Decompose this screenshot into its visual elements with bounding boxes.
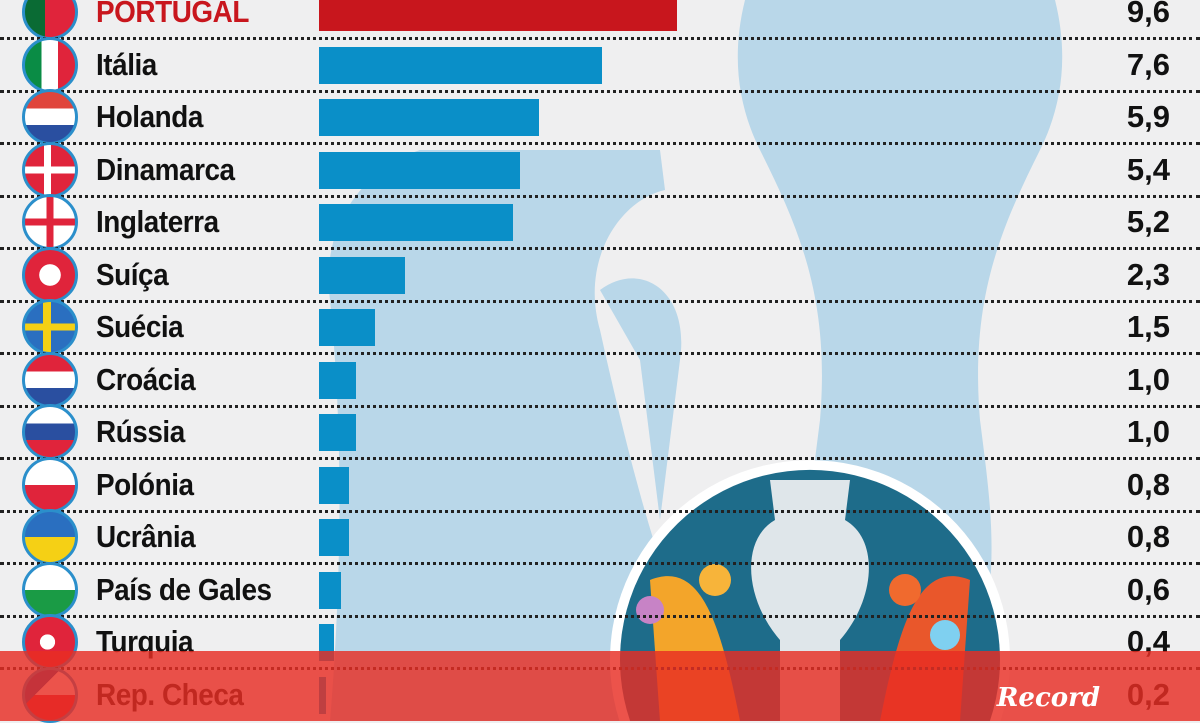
bar [319, 519, 349, 556]
value-label: 0,8 [1126, 519, 1170, 554]
chart-row: Rússia 1,0 [0, 404, 1200, 460]
bar [319, 151, 521, 189]
row-divider [0, 457, 1200, 460]
category-label: Suécia [96, 309, 184, 344]
category-label: Rússia [96, 414, 185, 449]
row-divider [0, 614, 1200, 618]
flag-icon [22, 246, 78, 303]
category-label: Dinamarca [96, 151, 235, 187]
value-label: 0,6 [1126, 571, 1170, 607]
bar [319, 361, 357, 399]
value-label: 5,2 [1126, 204, 1170, 239]
category-label: Ucrânia [96, 519, 196, 554]
record-logo: Record [996, 683, 1100, 713]
bar [319, 466, 349, 504]
value-label: 0,8 [1126, 466, 1170, 502]
chart-row: País de Gales 0,6 [0, 561, 1200, 618]
row-divider [0, 142, 1200, 145]
row-divider [0, 509, 1200, 513]
row-divider [0, 404, 1200, 408]
chart-row: Itália 7,6 [0, 36, 1200, 93]
category-label: Croácia [96, 361, 196, 397]
value-label: 1,5 [1126, 309, 1170, 344]
row-divider [0, 352, 1200, 355]
value-label: 1,0 [1126, 414, 1170, 449]
chart-row: Dinamarca 5,4 [0, 141, 1200, 198]
flag-icon [22, 36, 78, 93]
value-label: 9,6 [1126, 0, 1170, 29]
flag-icon [22, 141, 78, 198]
category-label: Polónia [96, 466, 194, 502]
chart-row: Croácia 1,0 [0, 351, 1200, 408]
chart-row: Suécia 1,5 [0, 299, 1200, 355]
flag-icon [22, 194, 78, 250]
bar [319, 571, 342, 609]
flag-icon [22, 89, 78, 145]
row-divider [0, 194, 1200, 198]
chart-row: Inglaterra 5,2 [0, 194, 1200, 250]
flag-icon [22, 299, 78, 355]
row-divider [0, 247, 1200, 250]
flag-icon [22, 404, 78, 460]
category-label: Inglaterra [96, 204, 219, 239]
bar [319, 46, 603, 84]
value-label: 1,0 [1126, 361, 1170, 397]
flag-icon [22, 456, 78, 513]
flag-icon [22, 509, 78, 565]
value-label: 7,6 [1126, 46, 1170, 82]
value-label: 2,3 [1126, 256, 1170, 292]
value-label: 5,9 [1126, 99, 1170, 134]
row-divider [0, 89, 1200, 93]
chart-row: Holanda 5,9 [0, 89, 1200, 145]
row-divider [0, 562, 1200, 565]
bar [319, 0, 677, 31]
red-banner-overlay [0, 651, 1200, 721]
chart-row: Ucrânia 0,8 [0, 509, 1200, 565]
bar [319, 256, 405, 294]
flag-icon [22, 0, 78, 40]
category-label: Suíça [96, 256, 169, 292]
flag-icon [22, 561, 78, 618]
category-label: PORTUGAL [96, 0, 249, 29]
chart-row: PORTUGAL 9,6 [0, 0, 1200, 40]
value-label: 5,4 [1126, 151, 1170, 187]
row-divider [0, 299, 1200, 303]
bar [319, 414, 357, 451]
category-label: Holanda [96, 99, 203, 134]
chart-row: Suíça 2,3 [0, 246, 1200, 303]
bar [319, 309, 375, 346]
chart-row: Polónia 0,8 [0, 456, 1200, 513]
row-divider [0, 37, 1200, 40]
bar [319, 99, 540, 136]
category-label: País de Gales [96, 571, 272, 607]
bar [319, 204, 513, 241]
category-label: Itália [96, 46, 157, 82]
flag-icon [22, 351, 78, 408]
